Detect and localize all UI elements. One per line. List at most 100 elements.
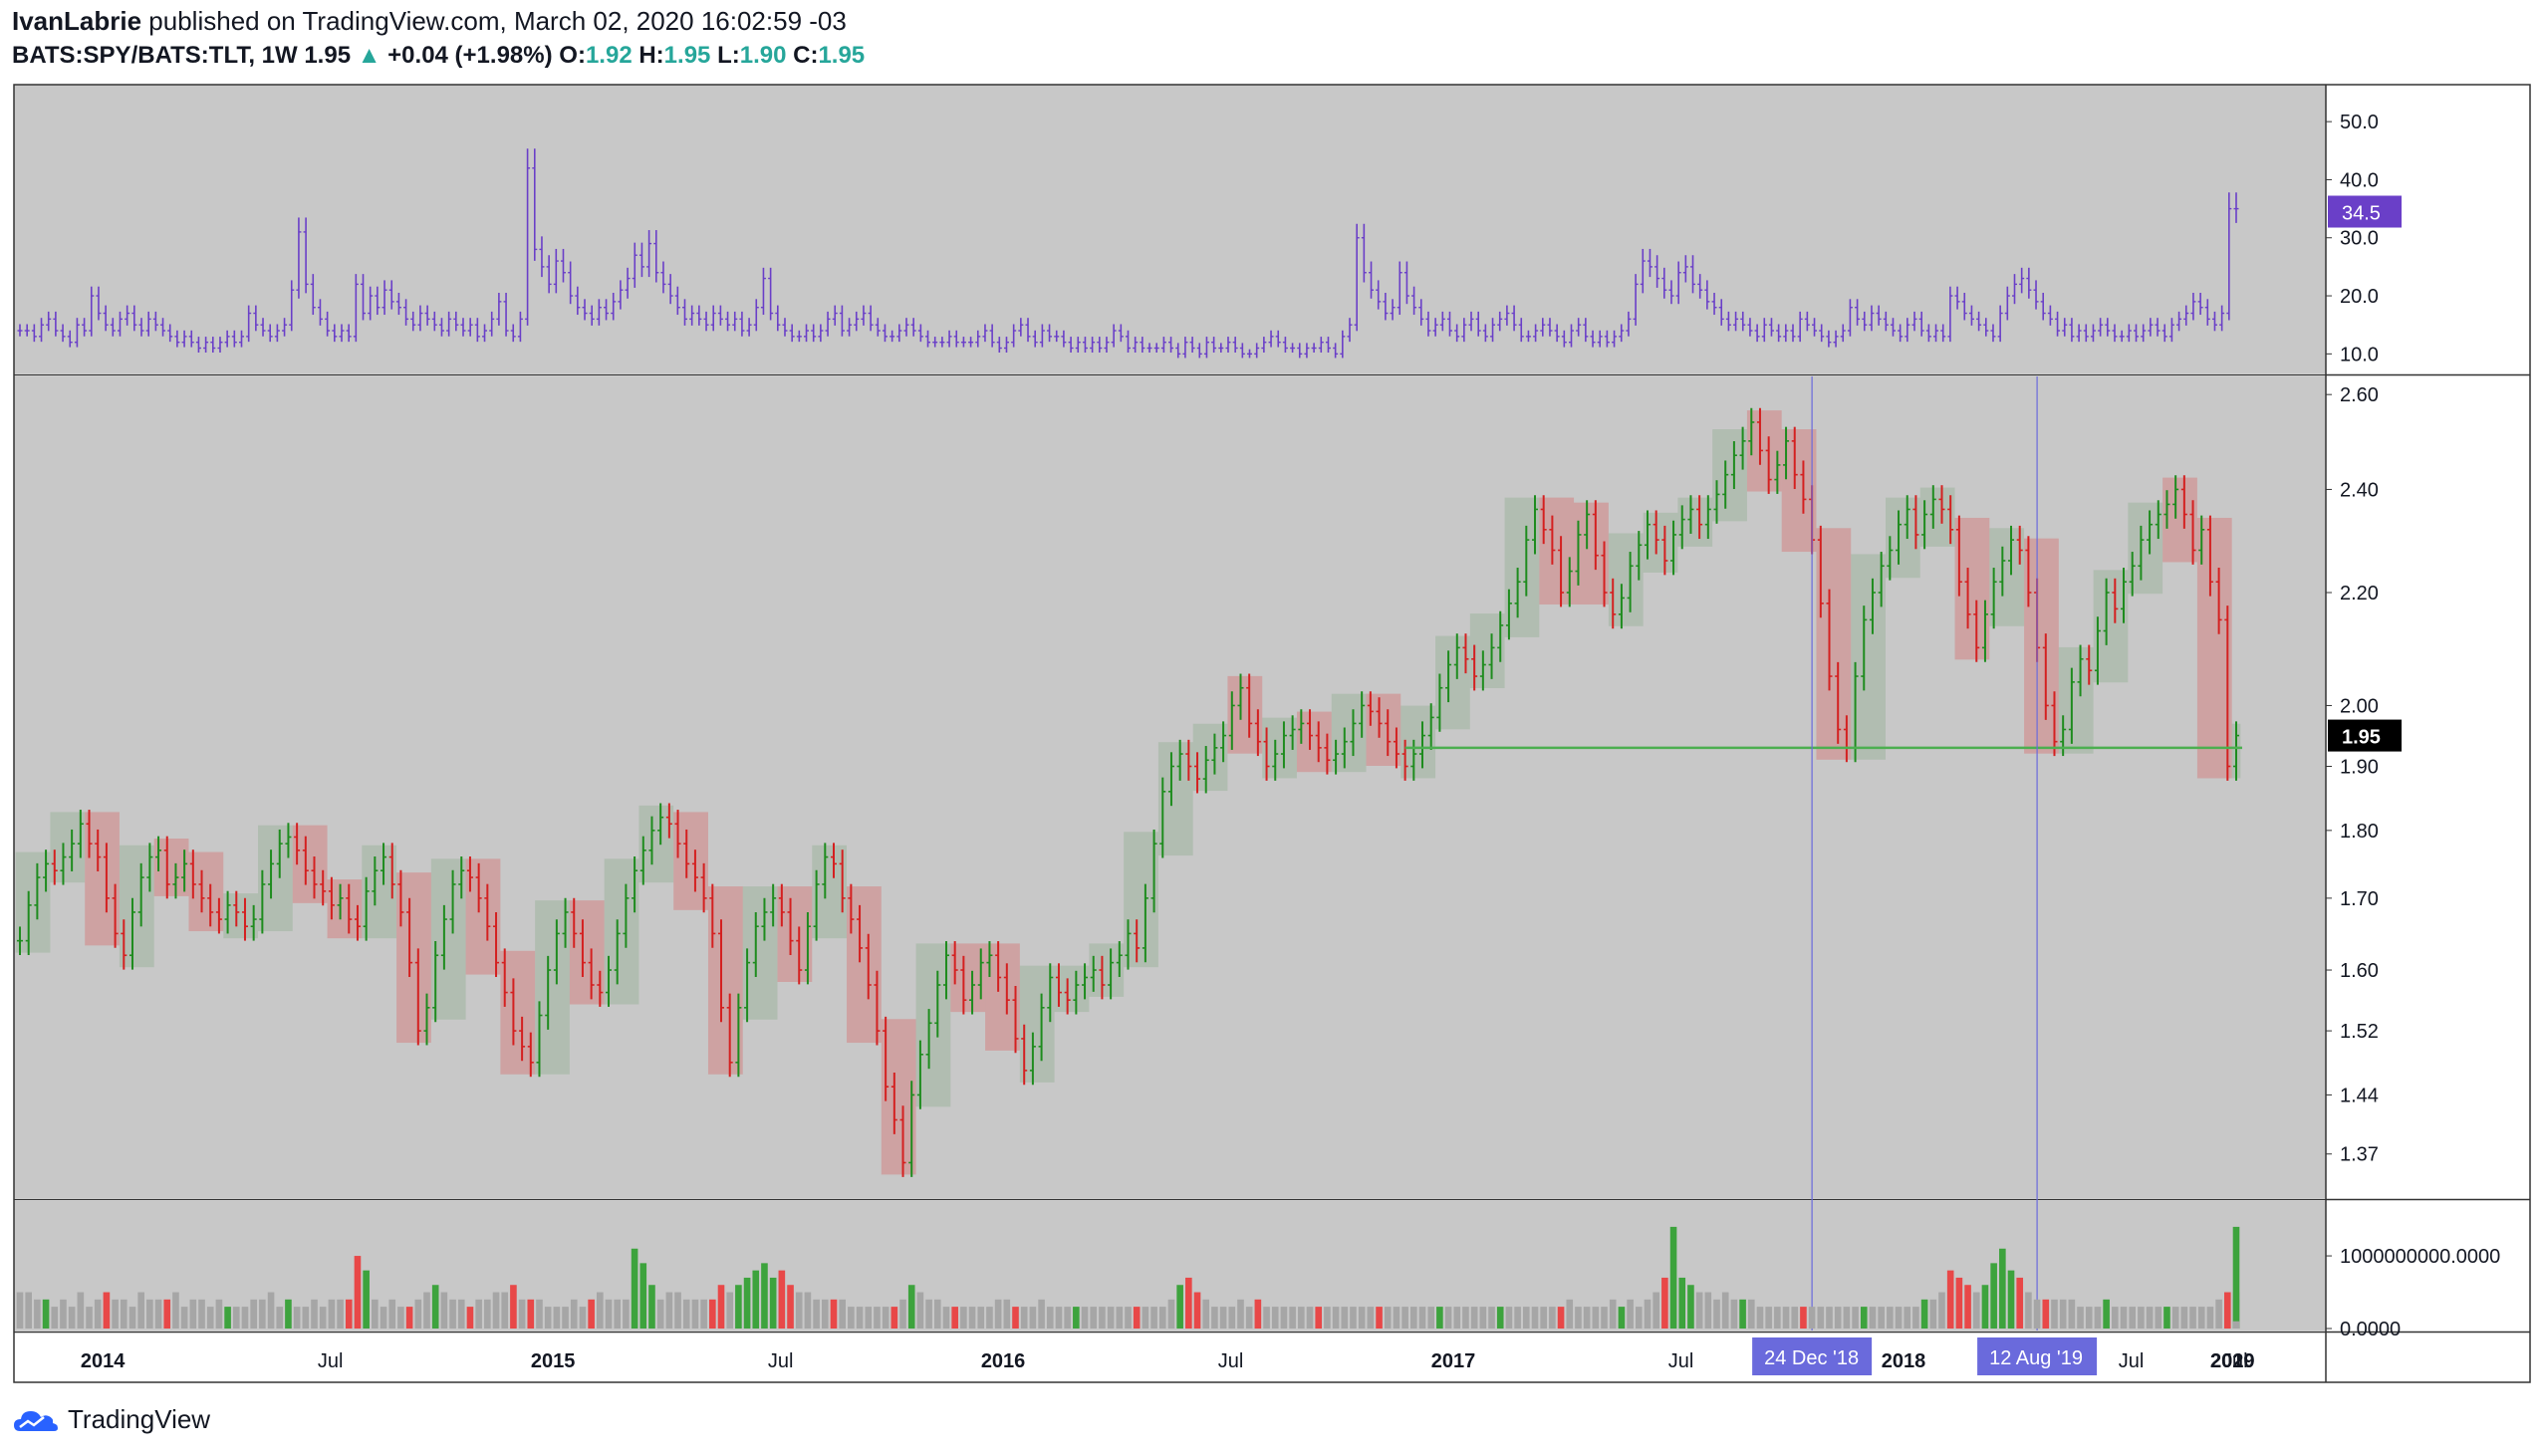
volume-bar bbox=[2025, 1292, 2032, 1329]
volume-bar bbox=[1505, 1307, 1513, 1329]
volume-bar bbox=[1817, 1307, 1825, 1329]
volume-axis-tick-label: 0.0000 bbox=[2340, 1319, 2401, 1340]
volume-bar bbox=[431, 1285, 439, 1329]
price-axis-tick-label: 1.90 bbox=[2340, 756, 2379, 778]
volume-bar bbox=[2197, 1307, 2205, 1329]
volume-bar bbox=[709, 1299, 716, 1329]
volume-bar bbox=[787, 1285, 794, 1329]
volume-bar bbox=[778, 1270, 786, 1329]
volume-bar bbox=[1531, 1307, 1539, 1329]
volume-bar bbox=[1549, 1307, 1556, 1329]
volume-bar bbox=[1946, 1270, 1954, 1329]
volume-bar bbox=[1652, 1292, 1659, 1329]
volume-bar bbox=[311, 1299, 318, 1329]
volume-bar bbox=[2033, 1299, 2041, 1329]
monthly-range-box bbox=[2024, 538, 2059, 754]
volume-bar bbox=[553, 1307, 561, 1329]
event-marker-label: 24 Dec '18 bbox=[1764, 1347, 1859, 1369]
volume-bar bbox=[2232, 1226, 2240, 1329]
volume-bar bbox=[1765, 1307, 1772, 1329]
volume-bar bbox=[172, 1292, 179, 1329]
volume-bar bbox=[933, 1299, 941, 1329]
vix-series bbox=[17, 148, 2239, 359]
volume-bar bbox=[215, 1299, 223, 1329]
volume-bar bbox=[1479, 1307, 1487, 1329]
volume-bar bbox=[1020, 1307, 1028, 1329]
vix-last-value-label: 34.5 bbox=[2342, 203, 2381, 225]
brand-name[interactable]: TradingView bbox=[68, 1404, 211, 1434]
volume-bar bbox=[1090, 1307, 1098, 1329]
vix-panel-background bbox=[14, 85, 2326, 373]
volume-bar bbox=[1575, 1307, 1582, 1329]
volume-bar bbox=[1609, 1299, 1617, 1329]
time-axis-tick-label: Jul bbox=[768, 1350, 794, 1372]
volume-bar bbox=[1592, 1307, 1600, 1329]
volume-bar bbox=[1271, 1307, 1279, 1329]
volume-bar bbox=[1730, 1299, 1738, 1329]
monthly-range-box bbox=[673, 812, 708, 910]
monthly-range-box bbox=[604, 858, 639, 1005]
monthly-range-box bbox=[1608, 533, 1644, 626]
volume-bar bbox=[665, 1292, 673, 1329]
volume-bar bbox=[2051, 1299, 2058, 1329]
main-panel-background bbox=[14, 376, 2326, 1198]
volume-bar bbox=[1843, 1307, 1851, 1329]
volume-bar bbox=[2155, 1307, 2162, 1329]
symbol-name[interactable]: BATS:SPY/BATS:TLT, 1W bbox=[12, 42, 298, 69]
volume-bar bbox=[639, 1263, 647, 1329]
volume-bar bbox=[1176, 1285, 1183, 1329]
volume-bar bbox=[86, 1307, 93, 1329]
volume-bar bbox=[916, 1292, 924, 1329]
volume-bar bbox=[1566, 1299, 1574, 1329]
volume-axis-tick-label: 1000000000.0000 bbox=[2340, 1246, 2500, 1268]
high-label: H: bbox=[638, 42, 664, 69]
low-value: 1.90 bbox=[739, 42, 787, 69]
volume-bar bbox=[1470, 1307, 1478, 1329]
last-price: 1.95 bbox=[304, 42, 352, 69]
volume-bar bbox=[1852, 1307, 1859, 1329]
monthly-range-box bbox=[638, 805, 674, 883]
volume-bar bbox=[1384, 1307, 1392, 1329]
volume-bar bbox=[2224, 1292, 2231, 1329]
volume-bar bbox=[484, 1299, 491, 1329]
volume-bar bbox=[1245, 1307, 1253, 1329]
volume-bar bbox=[623, 1299, 630, 1329]
monthly-range-box bbox=[292, 825, 328, 903]
volume-bar bbox=[1332, 1307, 1340, 1329]
volume-bar bbox=[2138, 1307, 2145, 1329]
volume-bar bbox=[735, 1285, 742, 1329]
volume-bar bbox=[1081, 1307, 1089, 1329]
author-name[interactable]: IvanLabrie bbox=[12, 6, 142, 36]
open-label: O: bbox=[559, 42, 586, 69]
volume-bar bbox=[2077, 1307, 2084, 1329]
monthly-range-box bbox=[1054, 965, 1090, 1013]
tradingview-cloud-icon[interactable] bbox=[14, 1407, 58, 1433]
high-value: 1.95 bbox=[663, 42, 711, 69]
time-axis-tick-label: 2014 bbox=[81, 1350, 126, 1372]
volume-bar bbox=[1920, 1299, 1928, 1329]
volume-bar bbox=[397, 1307, 404, 1329]
volume-bar bbox=[2120, 1307, 2128, 1329]
volume-bar bbox=[2206, 1307, 2214, 1329]
volume-bar bbox=[656, 1299, 664, 1329]
volume-bar bbox=[605, 1299, 613, 1329]
volume-bar bbox=[1782, 1307, 1790, 1329]
volume-bar bbox=[1350, 1307, 1357, 1329]
volume-bar bbox=[925, 1299, 932, 1329]
monthly-range-boxes bbox=[15, 410, 2241, 1175]
volume-bar bbox=[1661, 1277, 1668, 1329]
volume-bar bbox=[328, 1299, 336, 1329]
vix-axis-tick-label: 10.0 bbox=[2340, 344, 2379, 365]
volume-bar bbox=[743, 1277, 751, 1329]
event-marker-badge bbox=[1977, 1337, 2098, 1375]
volume-bar bbox=[1981, 1285, 1989, 1329]
volume-bar bbox=[1401, 1307, 1408, 1329]
volume-bar bbox=[1376, 1307, 1383, 1329]
price-axis-tick-label: 2.60 bbox=[2340, 384, 2379, 406]
volume-bar bbox=[986, 1307, 993, 1329]
volume-bar bbox=[951, 1307, 958, 1329]
volume-bar bbox=[691, 1299, 699, 1329]
volume-bar bbox=[2007, 1270, 2015, 1329]
volume-bar bbox=[682, 1299, 690, 1329]
